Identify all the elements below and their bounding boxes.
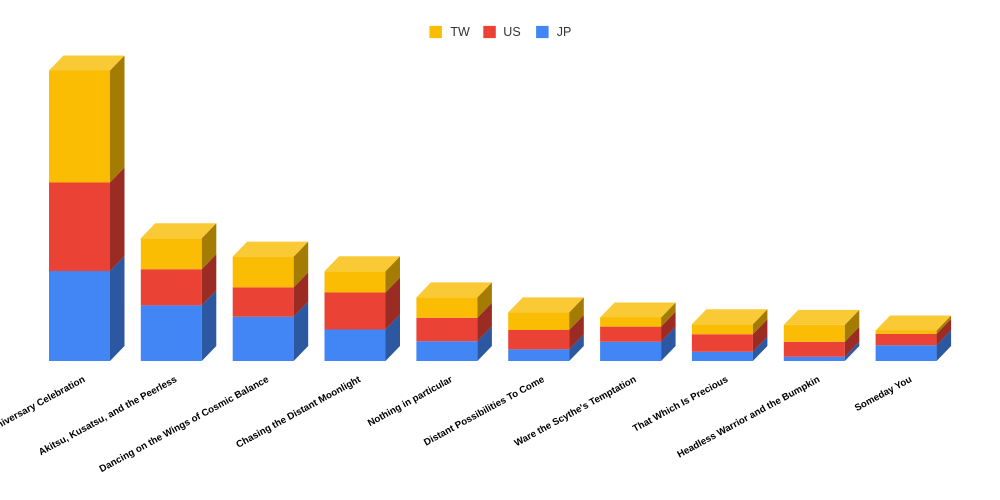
svg-text:JP: JP (557, 25, 572, 39)
svg-text:TW: TW (450, 25, 470, 39)
svg-text:US: US (503, 25, 520, 39)
